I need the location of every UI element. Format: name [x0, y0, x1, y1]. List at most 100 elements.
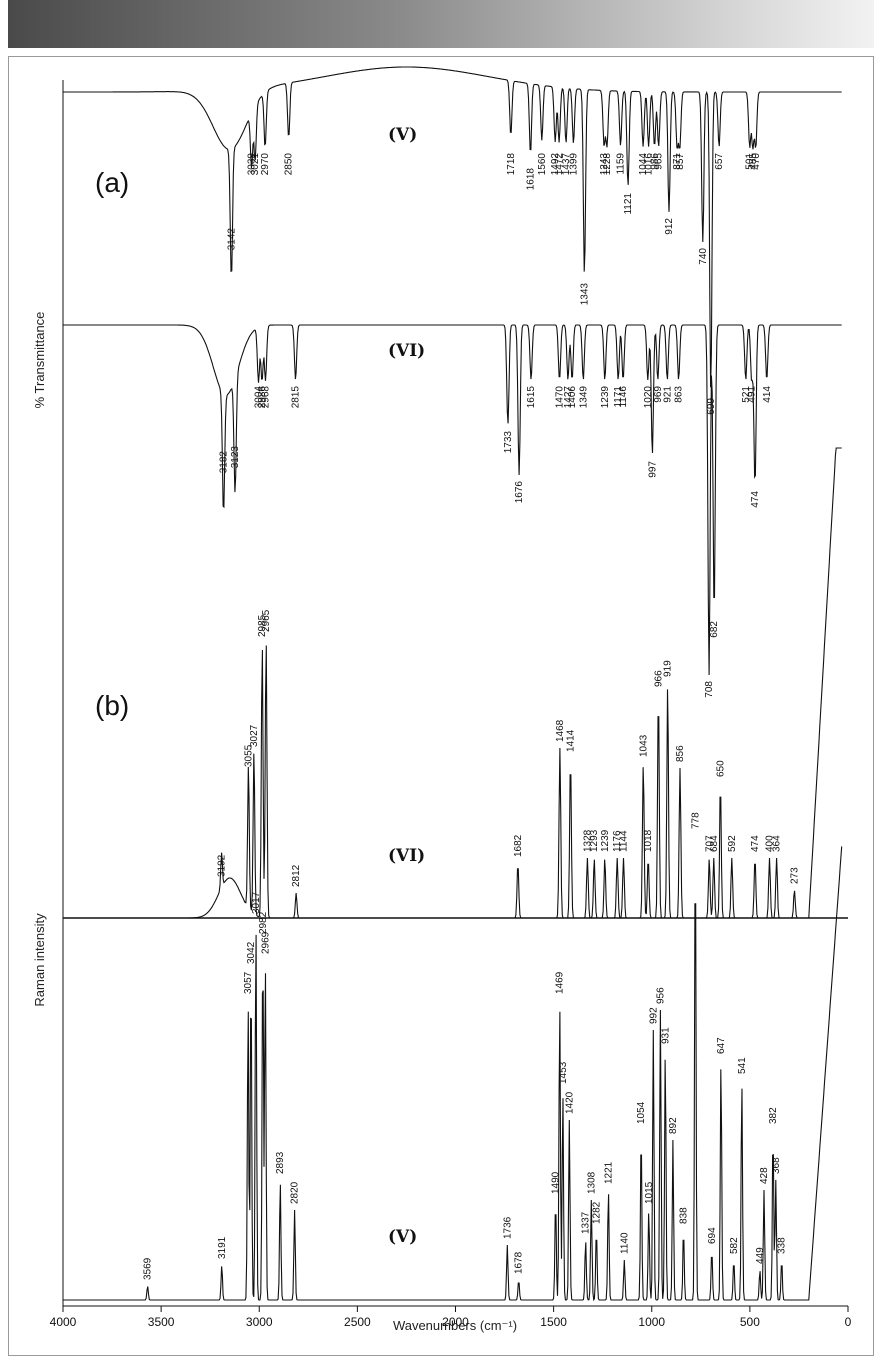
figure-frame — [8, 56, 874, 1356]
peak-label: 501 — [745, 153, 756, 170]
peak-label: 1308 — [586, 1171, 597, 1194]
peak-label: 1414 — [566, 729, 577, 752]
peak-label: 965 — [654, 153, 665, 170]
peak-label: 1615 — [526, 386, 537, 409]
peak-label: 3039 — [247, 153, 258, 176]
peak-label: 382 — [768, 1107, 779, 1124]
peak-label: 1228 — [602, 153, 613, 176]
peak-label: 1399 — [568, 153, 579, 176]
peak-label: 921 — [662, 386, 673, 403]
peak-label: 650 — [715, 760, 726, 777]
peak-label: 1293 — [589, 829, 600, 852]
x-tick-label: 500 — [740, 1315, 760, 1329]
peak-label: 3142 — [226, 228, 237, 251]
spectrum-line-2 — [63, 447, 842, 919]
peak-label: 694 — [707, 1227, 718, 1244]
peak-label: 699 — [706, 398, 717, 415]
peak-label: 1337 — [581, 1211, 592, 1234]
peak-label: 1044 — [638, 153, 649, 176]
peak-label: 1043 — [638, 734, 649, 757]
peak-label: 2969 — [260, 931, 271, 954]
peak-label: 1676 — [514, 481, 525, 504]
peak-label: 2970 — [260, 153, 271, 176]
peak-label: 1020 — [643, 386, 654, 409]
peak-label: 364 — [772, 835, 783, 852]
x-tick-label: 3000 — [246, 1315, 273, 1329]
peak-label: 1144 — [619, 830, 630, 852]
peak-label: 3027 — [249, 724, 260, 747]
peak-label: 1243 — [599, 153, 610, 176]
x-tick-label: 2000 — [442, 1315, 469, 1329]
series-label-b-v: (V) — [388, 1227, 417, 1247]
x-tick-label: 2500 — [344, 1315, 371, 1329]
peak-label: 740 — [698, 248, 709, 265]
peak-label: 2850 — [284, 153, 295, 176]
peak-label: 3057 — [243, 971, 254, 994]
peak-label: 273 — [789, 867, 800, 884]
panel-label-b: (b) — [95, 690, 129, 721]
peak-label: 1018 — [643, 829, 654, 852]
peak-label: 1239 — [600, 386, 611, 409]
peak-label: 956 — [655, 987, 666, 1004]
peak-label: 2982 — [258, 911, 269, 934]
peak-label: 856 — [675, 745, 686, 762]
peak-label: 474 — [750, 835, 761, 852]
peak-label: 3123 — [230, 446, 241, 469]
peak-label: 1349 — [578, 386, 589, 409]
peak-label: 1733 — [503, 431, 514, 454]
peak-label: 986 — [650, 153, 661, 170]
series-label-b-vi: (VI) — [388, 846, 425, 866]
peak-label: 3021 — [250, 153, 261, 176]
peak-label: 1406 — [567, 386, 578, 409]
x-tick-label: 0 — [845, 1315, 852, 1329]
peak-label: 449 — [755, 1247, 766, 1264]
spectrum-line-1 — [63, 324, 842, 676]
peak-label: 682 — [709, 621, 720, 638]
spectrum-line-0 — [63, 66, 842, 388]
x-tick-label: 3500 — [148, 1315, 175, 1329]
peak-label: 1469 — [555, 971, 566, 994]
peak-label: 2820 — [290, 1181, 301, 1204]
peak-label: 1490 — [551, 1171, 562, 1194]
x-tick-label: 4000 — [50, 1315, 77, 1329]
peak-label: 1437 — [561, 153, 572, 176]
peak-label: 838 — [679, 1207, 690, 1224]
peak-label: 966 — [653, 670, 664, 687]
y-axis-title-b: Raman intensity — [32, 913, 47, 1007]
peak-label: 400 — [765, 835, 776, 852]
peak-label: 969 — [653, 386, 664, 403]
peak-label: 592 — [727, 835, 738, 852]
peak-label: 1016 — [644, 153, 655, 176]
peak-label: 931 — [660, 1027, 671, 1044]
peak-label: 1282 — [591, 1201, 602, 1224]
peak-label: 871 — [672, 153, 683, 170]
peak-label: 647 — [716, 1037, 727, 1054]
peak-label: 3042 — [246, 941, 257, 964]
peak-label: 2986 — [257, 386, 268, 409]
peak-label: 1140 — [619, 1232, 630, 1254]
peak-label: 857 — [675, 153, 686, 170]
spectrum-curves — [63, 66, 843, 1302]
series-label-a-vi: (VI) — [388, 341, 425, 361]
peak-label: 1718 — [506, 153, 517, 176]
x-tick-label: 1000 — [638, 1315, 665, 1329]
peak-label: 3004 — [254, 386, 265, 409]
peak-label: 1176 — [612, 830, 623, 852]
peak-label: 657 — [714, 153, 725, 170]
peak-label: 1121 — [623, 193, 634, 215]
peak-label: 1427 — [563, 386, 574, 409]
peak-label: 3191 — [217, 1236, 228, 1259]
peak-label: 582 — [729, 1237, 740, 1254]
peak-label: 1472 — [554, 153, 565, 176]
peak-label: 1682 — [513, 834, 524, 857]
peak-label: 474 — [750, 491, 761, 508]
peak-label: 368 — [771, 1157, 782, 1174]
x-axis-title: Wavenumbers (cm⁻¹) — [393, 1318, 517, 1333]
x-tick-label: 1500 — [540, 1315, 567, 1329]
peak-label: 1171 — [613, 386, 624, 408]
peak-label: 778 — [690, 812, 701, 829]
peak-label: 2812 — [291, 864, 302, 887]
peak-label: 3182 — [219, 451, 230, 474]
peak-label: 684 — [709, 835, 720, 852]
spectrum-line-3 — [63, 846, 843, 1302]
